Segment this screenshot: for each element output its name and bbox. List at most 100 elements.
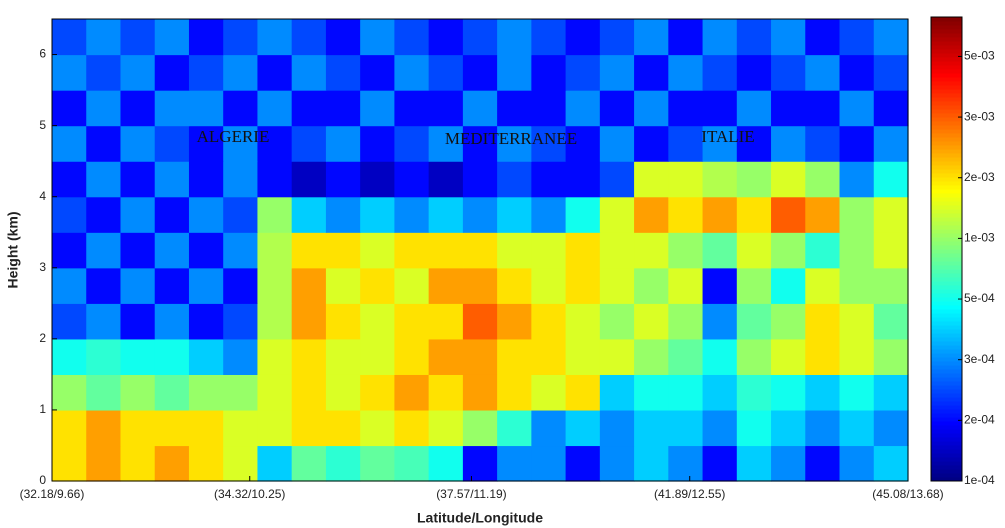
heat-cell	[771, 445, 806, 482]
colorbar-segment	[931, 381, 962, 386]
heat-cell	[736, 445, 772, 482]
heat-cell	[771, 338, 806, 375]
heat-cell	[839, 232, 875, 269]
annotation: MEDITERRANEE	[445, 129, 577, 148]
heat-cell	[188, 125, 224, 162]
heat-cell	[325, 267, 361, 304]
heat-cell	[668, 196, 704, 233]
heat-cell	[462, 409, 498, 447]
heat-cell	[565, 196, 601, 233]
heat-cell	[702, 161, 738, 198]
heat-cell	[360, 232, 395, 269]
colorbar-segment	[931, 445, 962, 450]
heat-cell	[873, 267, 909, 304]
heat-cell	[497, 303, 532, 340]
colorbar-tick-label: 2e-03	[964, 170, 995, 184]
heat-cell	[702, 232, 738, 269]
heat-cell	[120, 90, 156, 127]
heat-cell	[428, 374, 464, 411]
colorbar-segment	[931, 149, 962, 154]
colorbar-segment	[931, 425, 962, 430]
colorbar-segment	[931, 361, 962, 366]
heat-cell	[565, 125, 601, 162]
colorbar-segment	[931, 241, 962, 246]
heat-cell	[497, 19, 532, 56]
colorbar-segment	[931, 85, 962, 90]
colorbar-segment	[931, 201, 962, 206]
heat-cell	[223, 409, 259, 447]
colorbar-segment	[931, 233, 962, 238]
heat-cell	[462, 125, 498, 162]
colorbar-segment	[931, 209, 962, 214]
colorbar-segment	[931, 245, 962, 250]
heat-cell	[805, 338, 841, 375]
heat-cell	[531, 267, 567, 304]
heat-cell	[325, 232, 361, 269]
colorbar-segment	[931, 325, 962, 330]
heat-cell	[462, 54, 498, 91]
heat-cell	[839, 19, 875, 56]
heat-cell	[839, 303, 875, 340]
heat-cell	[839, 267, 875, 304]
colorbar-segment	[931, 121, 962, 126]
colorbar-segment	[931, 429, 962, 434]
colorbar-segment	[931, 313, 962, 318]
heat-cell	[52, 303, 87, 340]
heat-cell	[394, 232, 430, 269]
heat-cell	[531, 232, 567, 269]
colorbar-segment	[931, 57, 962, 62]
heat-cell	[52, 90, 87, 127]
heat-cell	[154, 303, 190, 340]
heat-cell	[805, 125, 841, 162]
heat-cell	[702, 196, 738, 233]
colorbar-segment	[931, 161, 962, 166]
heat-cell	[736, 267, 772, 304]
heat-cell	[497, 374, 532, 411]
heat-cell	[565, 409, 601, 447]
colorbar-segment	[931, 317, 962, 322]
heat-cell	[52, 196, 87, 233]
colorbar-segment	[931, 113, 962, 118]
heat-cell	[599, 54, 635, 91]
colorbar-segment	[931, 45, 962, 50]
heat-cell	[736, 54, 772, 91]
colorbar-segment	[931, 185, 962, 190]
heat-cell	[86, 125, 122, 162]
colorbar-segment	[931, 405, 962, 410]
heat-cell	[702, 267, 738, 304]
heat-cell	[702, 19, 738, 56]
heat-cell	[839, 161, 875, 198]
heat-cell	[394, 125, 430, 162]
colorbar-segment	[931, 389, 962, 394]
heat-cell	[634, 196, 669, 233]
heat-cell	[702, 303, 738, 340]
heat-cell	[325, 90, 361, 127]
colorbar-segment	[931, 465, 962, 470]
heat-cell	[839, 338, 875, 375]
heat-cell	[771, 196, 806, 233]
heat-cell	[771, 19, 806, 56]
heat-cell	[52, 54, 87, 91]
heat-cell	[188, 445, 224, 482]
colorbar-segment	[931, 441, 962, 446]
heat-cell	[531, 374, 567, 411]
heat-cell	[771, 232, 806, 269]
heat-cell	[86, 303, 122, 340]
x-tick-label: (45.08/13.68)	[872, 487, 943, 501]
heat-cell	[86, 338, 122, 375]
heat-cell	[805, 19, 841, 56]
annotation: ITALIE	[701, 127, 754, 146]
heat-cell	[223, 125, 259, 162]
heat-cell	[702, 90, 738, 127]
heat-cell	[565, 90, 601, 127]
heat-cell	[154, 445, 190, 482]
heat-cell	[223, 374, 259, 411]
heat-cell	[565, 338, 601, 375]
colorbar-tick-label: 5e-04	[964, 291, 995, 305]
heat-cell	[86, 409, 122, 447]
heat-cell	[839, 409, 875, 447]
heat-cell	[257, 445, 293, 482]
heat-cell	[873, 409, 909, 447]
heat-cell	[52, 445, 87, 482]
colorbar-segment	[931, 453, 962, 458]
